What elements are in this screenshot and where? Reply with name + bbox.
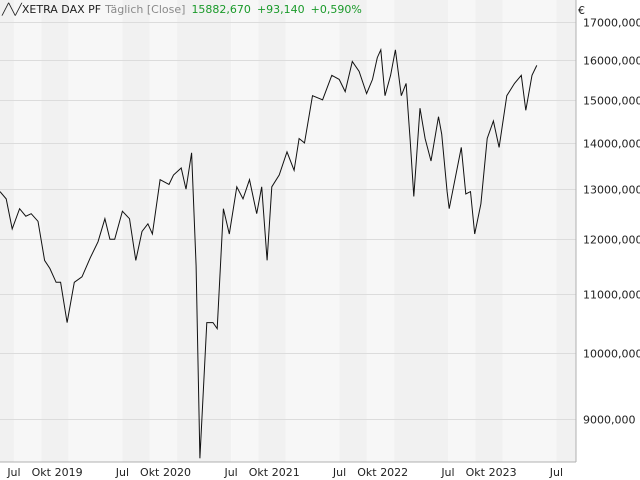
y-tick-label: 13000,000 bbox=[583, 184, 640, 197]
timeframe-label: Täglich [Close] bbox=[105, 3, 186, 16]
trend-icon: ╱╲╱ bbox=[2, 3, 22, 16]
currency-label: € bbox=[578, 4, 585, 17]
x-tick-label: 2021 bbox=[272, 466, 300, 479]
y-tick-label: 15000,000 bbox=[583, 95, 640, 108]
chart-grid bbox=[0, 22, 576, 420]
y-tick-label: 10000,000 bbox=[583, 348, 640, 361]
y-tick-label: 14000,000 bbox=[583, 138, 640, 151]
x-tick-label: Okt bbox=[32, 466, 52, 479]
price-change: +93,140 bbox=[256, 3, 305, 16]
time-band bbox=[475, 0, 503, 462]
x-tick-label: 2020 bbox=[163, 466, 191, 479]
x-tick-label: Jul bbox=[223, 466, 237, 479]
x-tick-label: Jul bbox=[115, 466, 129, 479]
time-band bbox=[13, 0, 42, 462]
price-change-pct: +0,590% bbox=[310, 3, 362, 16]
x-tick-label: Jul bbox=[332, 466, 346, 479]
time-band bbox=[258, 0, 286, 462]
price-line bbox=[0, 47, 538, 459]
time-band bbox=[68, 0, 123, 462]
instrument-name: XETRA DAX PF bbox=[21, 3, 102, 16]
chart-bands bbox=[0, 0, 576, 462]
x-tick-label: Okt bbox=[249, 466, 269, 479]
x-axis-labels: Jul Okt 2019 Jul Okt 2020 Jul Okt 2021 Jul Okt 2022… bbox=[6, 466, 563, 479]
time-band bbox=[149, 0, 178, 462]
time-band bbox=[0, 0, 14, 462]
y-tick-label: 17000,000 bbox=[583, 17, 640, 30]
x-tick-label: 2019 bbox=[55, 466, 83, 479]
x-tick-label: Okt bbox=[140, 466, 160, 479]
time-band bbox=[122, 0, 150, 462]
x-tick-label: Okt bbox=[466, 466, 486, 479]
last-price: 15882,670 bbox=[191, 3, 251, 16]
y-tick-label: 11000,000 bbox=[583, 289, 640, 302]
time-band bbox=[366, 0, 395, 462]
time-band bbox=[394, 0, 448, 462]
x-tick-label: 2022 bbox=[380, 466, 408, 479]
time-band bbox=[339, 0, 367, 462]
x-tick-label: Jul bbox=[440, 466, 454, 479]
y-tick-label: 16000,000 bbox=[583, 55, 640, 68]
time-band bbox=[556, 0, 576, 462]
y-axis-labels: 9000,000 10000,000 11000,000 12000,000 13000… bbox=[583, 17, 640, 427]
y-tick-label: 9000,000 bbox=[583, 414, 636, 427]
y-tick-label: 12000,000 bbox=[583, 234, 640, 247]
time-band bbox=[177, 0, 232, 462]
time-band bbox=[447, 0, 476, 462]
time-band bbox=[41, 0, 69, 462]
x-tick-label: Jul bbox=[6, 466, 20, 479]
x-tick-label: 2023 bbox=[489, 466, 517, 479]
x-tick-label: Jul bbox=[549, 466, 563, 479]
time-band bbox=[285, 0, 340, 462]
time-band bbox=[502, 0, 557, 462]
x-tick-label: Okt bbox=[357, 466, 377, 479]
time-band bbox=[231, 0, 259, 462]
chart-header: ╱╲╱XETRA DAX PF Täglich [Close] 15882,670 +… bbox=[2, 1, 362, 19]
